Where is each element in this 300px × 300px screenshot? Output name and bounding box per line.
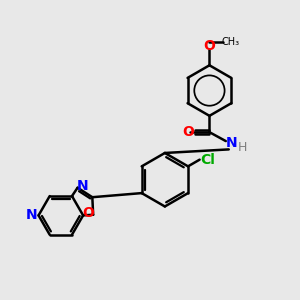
Text: O: O	[82, 206, 94, 220]
Text: N: N	[26, 208, 38, 222]
Text: N: N	[225, 136, 237, 150]
Text: Cl: Cl	[200, 153, 215, 167]
Text: H: H	[238, 141, 247, 154]
Text: O: O	[203, 39, 215, 53]
Text: CH₃: CH₃	[221, 37, 239, 47]
Text: N: N	[77, 179, 89, 193]
Text: O: O	[182, 125, 194, 139]
